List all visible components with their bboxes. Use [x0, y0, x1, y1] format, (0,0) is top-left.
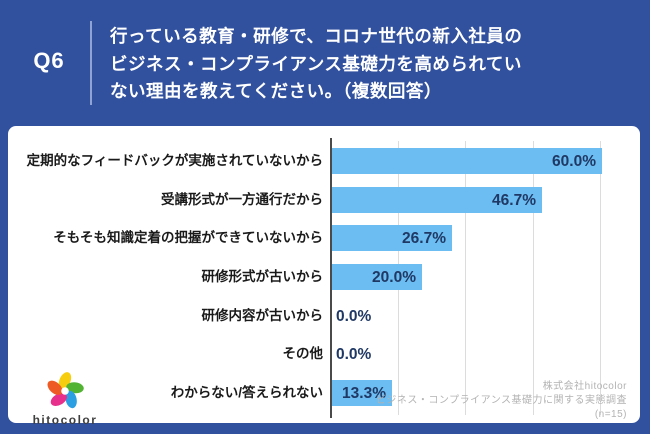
logo-center — [61, 387, 69, 395]
credit-line-sample: (n=15) — [594, 409, 627, 420]
gridline-30 — [465, 141, 466, 415]
category-label: 受講形式が一方通行だから — [161, 192, 323, 207]
value-label: 46.7% — [492, 192, 536, 209]
value-label: 20.0% — [372, 269, 416, 286]
category-label: そもそも知識定着の把握ができていないから — [53, 230, 323, 245]
logo-petal — [66, 382, 84, 394]
hitocolor-logo: hitocolor — [20, 370, 110, 427]
bar — [332, 380, 392, 406]
category-label: わからない/答えられない — [170, 385, 323, 400]
value-label: 0.0% — [336, 346, 372, 363]
bar — [332, 225, 452, 251]
value-label: 0.0% — [336, 308, 372, 325]
header-divider — [90, 21, 92, 105]
question-line-1: 行っている教育・研修で、コロナ世代の新入社員の — [110, 26, 523, 46]
category-label: 研修内容が古いから — [201, 308, 324, 323]
logo-text: hitocolor — [32, 413, 98, 427]
logo-petal — [47, 380, 63, 395]
survey-credit: 株式会社hitocolor ビジネス・コンプライアンス基礎力に関する実態調査 (… — [376, 380, 627, 422]
value-label: 26.7% — [402, 230, 446, 247]
logo-petal — [50, 393, 67, 406]
value-label: 60.0% — [552, 153, 596, 170]
question-text: 行っている教育・研修で、コロナ世代の新入社員の ビジネス・コンプライアンス基礎力… — [110, 23, 635, 106]
bar — [332, 264, 422, 290]
pinwheel-star-icon — [47, 372, 84, 409]
category-label: その他 — [282, 346, 324, 361]
logo-petal — [65, 390, 77, 409]
question-number: Q6 — [33, 48, 65, 73]
credit-line-company: 株式会社hitocolor — [542, 381, 627, 392]
bar — [332, 148, 602, 174]
question-line-2: ビジネス・コンプライアンス基礎力を高められてい — [110, 53, 522, 74]
gridline-60 — [600, 141, 601, 415]
value-label: 13.3% — [342, 385, 386, 402]
bar — [332, 187, 542, 213]
question-line-3: ない理由を教えてください。（複数回答） — [110, 81, 442, 101]
chart-panel: 定期的なフィードバックが実施されていないから 60.0% 受講形式が一方通行だから 4… — [8, 126, 640, 427]
y-axis-line — [330, 138, 332, 418]
category-label: 研修形式が古いから — [201, 269, 324, 284]
gridline-45 — [532, 141, 534, 415]
category-label: 定期的なフィードバックが実施されていないから — [26, 153, 323, 168]
credit-line-survey: ビジネス・コンプライアンス基礎力に関する実態調査 — [375, 395, 627, 406]
